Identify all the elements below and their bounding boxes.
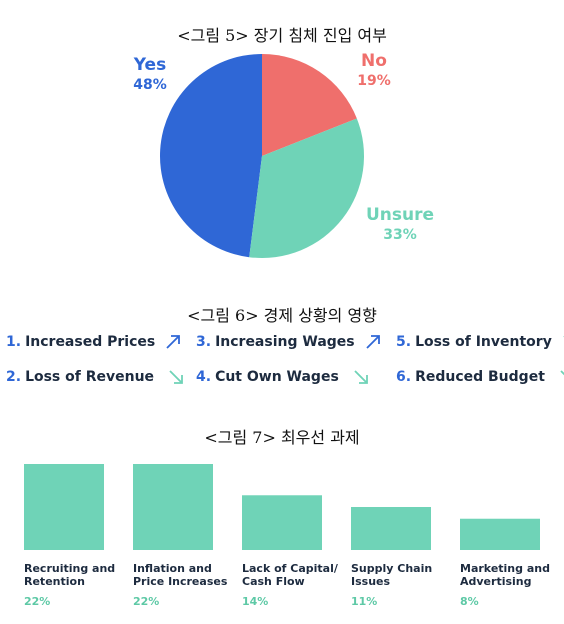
pie-slice-unsure bbox=[249, 118, 364, 258]
bar-1 bbox=[24, 464, 104, 550]
bar-category-label: Cash Flow bbox=[242, 575, 305, 588]
bar-category-label: Inflation and bbox=[133, 562, 212, 575]
up-right-arrow-icon bbox=[166, 335, 181, 349]
down-right-arrow-icon bbox=[169, 370, 183, 384]
impact-item-6: 6. Reduced Budget bbox=[396, 369, 564, 385]
pie-label-no: No bbox=[361, 51, 387, 71]
impact-number: 3. bbox=[196, 334, 212, 350]
pie-slice-no bbox=[262, 54, 357, 156]
impact-label: Increased Prices bbox=[25, 334, 156, 350]
pie-label-yes: Yes bbox=[133, 55, 166, 75]
impact-label: Increasing Wages bbox=[215, 334, 355, 350]
bar-value-label: 8% bbox=[460, 595, 479, 608]
figure-5-caption: <그림 5> 장기 침체 진입 여부 bbox=[177, 26, 387, 45]
impact-label: Cut Own Wages bbox=[215, 369, 339, 385]
down-right-arrow-icon bbox=[560, 370, 564, 376]
bar-4 bbox=[351, 507, 431, 550]
bar-value-label: 14% bbox=[242, 595, 268, 608]
bar-value-label: 22% bbox=[133, 595, 159, 608]
bar-category-label: Recruiting and bbox=[24, 562, 115, 575]
bar-2 bbox=[133, 464, 213, 550]
impact-number: 5. bbox=[396, 334, 412, 350]
bar-5 bbox=[460, 518, 540, 550]
figure-6-caption: <그림 6> 경제 상황의 영향 bbox=[187, 306, 377, 325]
down-right-arrow-icon bbox=[354, 370, 368, 384]
impact-number: 2. bbox=[6, 369, 22, 385]
bar-category-label: Price Increases bbox=[133, 575, 228, 588]
impact-item-5: 5. Loss of Inventory bbox=[396, 334, 564, 350]
pie-label-unsure: Unsure bbox=[366, 205, 434, 225]
impact-label: Reduced Budget bbox=[415, 369, 545, 385]
impact-item-1: 1. Increased Prices bbox=[6, 334, 181, 350]
impact-number: 4. bbox=[196, 369, 212, 385]
pie-slice-yes bbox=[159, 53, 262, 258]
bar-category-label: Issues bbox=[351, 575, 390, 588]
pie-value-no: 19% bbox=[357, 73, 391, 89]
impact-label: Loss of Inventory bbox=[415, 334, 552, 350]
bar-category-label: Lack of Capital/ bbox=[242, 562, 339, 575]
impact-number: 1. bbox=[6, 334, 22, 350]
bar-value-label: 11% bbox=[351, 595, 377, 608]
impact-item-2: 2. Loss of Revenue bbox=[6, 369, 184, 385]
bar-category-label: Retention bbox=[24, 575, 85, 588]
bar-category-label: Marketing and bbox=[460, 562, 550, 575]
pie-value-unsure: 33% bbox=[383, 227, 417, 243]
bar-category-label: Supply Chain bbox=[351, 562, 432, 575]
bar-value-label: 22% bbox=[24, 595, 50, 608]
recession-pie-chart: Yes 48% No 19% Unsure 33% bbox=[133, 51, 434, 258]
pie-value-yes: 48% bbox=[133, 77, 167, 93]
bar-3 bbox=[242, 495, 322, 550]
impact-item-3: 3. Increasing Wages bbox=[196, 334, 381, 350]
up-right-arrow-icon bbox=[365, 335, 380, 349]
impact-number: 6. bbox=[396, 369, 412, 385]
figure-7-caption: <그림 7> 최우선 과제 bbox=[204, 428, 360, 447]
impact-item-4: 4. Cut Own Wages bbox=[196, 369, 369, 385]
impact-label: Loss of Revenue bbox=[25, 369, 155, 385]
bar-category-label: Advertising bbox=[460, 575, 532, 588]
